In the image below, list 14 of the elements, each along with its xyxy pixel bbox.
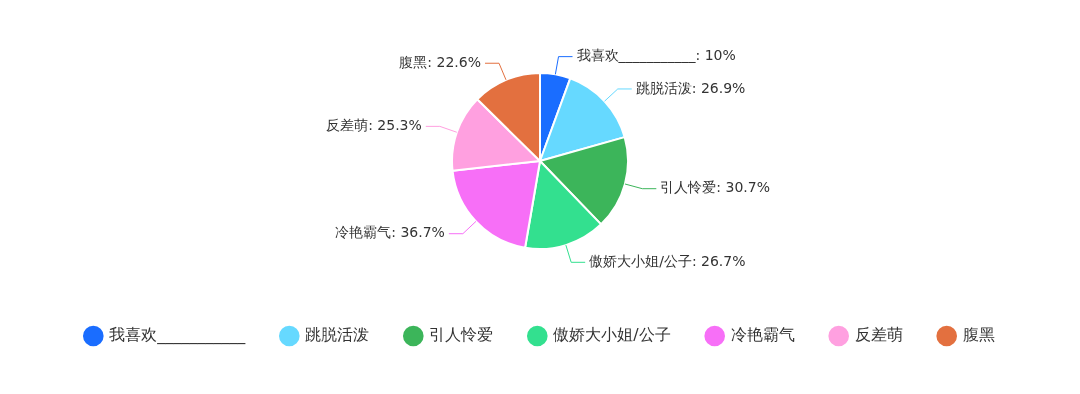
legend-label: 跳脱活泼 — [305, 325, 370, 345]
legend-label: 冷艳霸气 — [730, 325, 795, 345]
category-label: 傲娇大小姐/公子: 26.7% — [589, 252, 746, 269]
category-label: 反差萌: 25.3% — [326, 117, 422, 134]
category-label: 我喜欢___________: 10% — [576, 47, 736, 64]
category-label: 冷艳霸气: 36.7% — [335, 224, 445, 241]
legend-label: 腹黑 — [962, 325, 995, 345]
legend-label: 我喜欢___________ — [109, 325, 247, 346]
category-label: 跳脱活泼: 26.9% — [635, 79, 746, 96]
legend-label: 反差萌 — [854, 325, 903, 345]
category-label: 腹黑: 22.6% — [399, 53, 482, 70]
legend-label: 傲娇大小姐/公子 — [553, 325, 671, 345]
legend-label: 引人怜爱 — [429, 325, 494, 345]
category-label: 引人怜爱: 30.7% — [660, 179, 770, 196]
